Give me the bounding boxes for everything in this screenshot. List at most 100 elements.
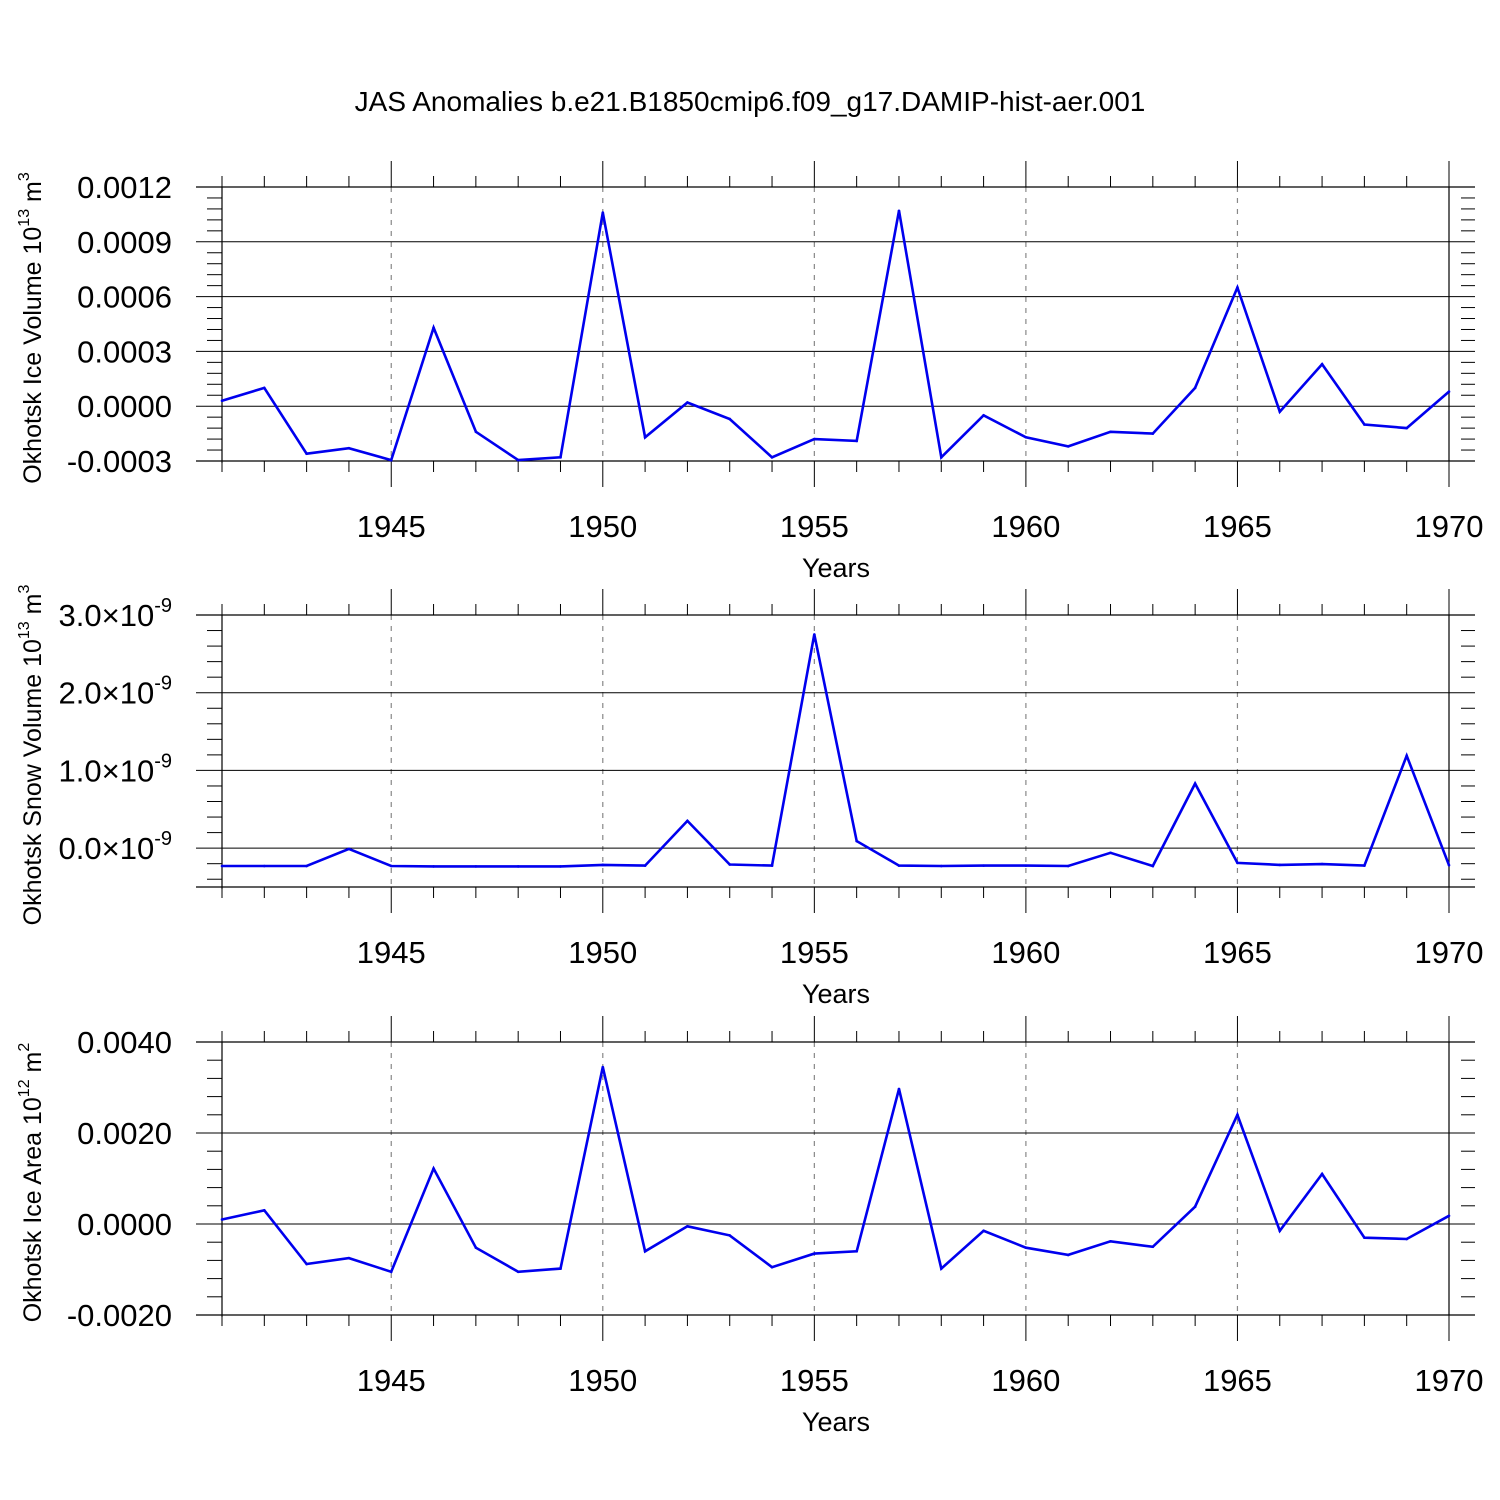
data-point [897, 1087, 901, 1091]
x-tick-label: 1965 [1203, 1363, 1272, 1398]
data-point [1024, 1246, 1028, 1249]
data-point [855, 1250, 858, 1253]
x-axis-label: Years [802, 553, 870, 583]
data-point [813, 633, 816, 636]
data-point [432, 326, 435, 329]
data-point [1278, 1229, 1282, 1233]
panel-1: -0.0003 0.0000 0.0003 0.0006 0.0009 0.0012 194… [16, 161, 1483, 583]
data-point [432, 865, 435, 868]
data-point [559, 456, 562, 459]
data-point [474, 865, 478, 868]
data-point [1320, 362, 1324, 366]
data-point [1151, 432, 1155, 435]
data-point [686, 819, 689, 823]
data-point [516, 1270, 520, 1274]
data-point [855, 439, 858, 443]
data-point [855, 839, 858, 843]
data-point [643, 864, 647, 867]
x-tick-label: 1960 [991, 935, 1060, 970]
data-point [305, 864, 308, 868]
y-axis-label: Okhotsk Ice Volume 1013 m3 [16, 172, 47, 484]
y-tick-label: 0.0009 [77, 225, 172, 260]
data-point [1320, 1172, 1324, 1176]
data-point [1236, 286, 1239, 289]
data-point [474, 430, 478, 434]
x-tick-label: 1955 [780, 935, 849, 970]
data-point [1236, 1113, 1239, 1117]
data-point [643, 435, 647, 439]
x-tick-label: 1965 [1203, 509, 1272, 544]
data-point [939, 1267, 943, 1270]
y-tick-label: 0.0000 [77, 1207, 172, 1242]
y-tick-label: 0.0003 [77, 334, 172, 369]
data-point [1024, 864, 1028, 867]
data-point [1066, 864, 1070, 868]
data-point [897, 209, 901, 213]
data-point [1193, 782, 1197, 785]
series-line [221, 1066, 1450, 1274]
data-point [220, 399, 224, 403]
data-point [770, 456, 774, 459]
y-tick-label: 3.0×10-9 [59, 595, 173, 633]
panel-2: 0.0×10-9 1.0×10-9 2.0×10-9 3.0×10-9 1945 1950… [16, 585, 1483, 1009]
x-tick-label: 1945 [357, 935, 426, 970]
data-point [1278, 410, 1282, 413]
y-tick-label: 0.0006 [77, 280, 172, 315]
data-point [770, 1265, 774, 1269]
data-point [1109, 430, 1112, 434]
x-tick-label: 1970 [1415, 935, 1484, 970]
data-point [474, 1246, 478, 1249]
data-point [770, 864, 774, 867]
data-point [728, 1234, 732, 1237]
x-tick-label: 1955 [780, 1363, 849, 1398]
data-point [1109, 851, 1112, 855]
data-point [1278, 863, 1282, 867]
data-point [389, 458, 393, 462]
x-tick-label: 1970 [1415, 1363, 1484, 1398]
data-point [1405, 1237, 1408, 1241]
x-tick-label: 1950 [568, 1363, 637, 1398]
x-tick-label: 1950 [568, 509, 637, 544]
data-point [1066, 1253, 1070, 1257]
data-point [897, 864, 901, 867]
y-axis-label: Okhotsk Snow Volume 1013 m3 [16, 585, 47, 926]
y-tick-label: 0.0×10-9 [59, 828, 173, 866]
data-point [305, 452, 308, 455]
data-point [1024, 435, 1028, 439]
data-point [347, 847, 351, 851]
data-point [1236, 861, 1239, 865]
data-point [263, 864, 266, 868]
y-tick-label: -0.0003 [67, 444, 172, 479]
data-point [1363, 1236, 1366, 1239]
y-tick-label: 0.0012 [77, 170, 172, 205]
data-point [1109, 1239, 1112, 1243]
data-point [643, 1250, 647, 1253]
y-tick-label: 2.0×10-9 [59, 673, 173, 711]
data-point [813, 1252, 816, 1255]
x-axis-label: Years [802, 1407, 870, 1437]
x-tick-label: 1960 [991, 509, 1060, 544]
panel-3: -0.0020 0.0000 0.0020 0.0040 1945 1950 1955 196… [16, 1016, 1483, 1437]
data-point [1363, 864, 1366, 867]
series-line [222, 634, 1451, 868]
data-point [347, 1256, 351, 1260]
data-point [601, 211, 605, 214]
data-point [220, 1218, 224, 1221]
data-point [1151, 1245, 1155, 1249]
data-point [516, 865, 520, 868]
data-point [728, 417, 732, 421]
x-axis-label: Years [802, 979, 870, 1009]
y-tick-label: 0.0020 [77, 1116, 172, 1151]
y-axis-label: Okhotsk Ice Area 1012 m2 [16, 1043, 47, 1323]
data-point [939, 864, 943, 868]
data-point [728, 863, 732, 866]
data-point [1151, 864, 1155, 868]
data-point [813, 437, 816, 441]
series-line [221, 210, 1450, 462]
data-point [389, 1270, 393, 1274]
data-point [601, 1065, 605, 1069]
data-point [263, 1209, 266, 1212]
x-tick-label: 1945 [357, 509, 426, 544]
chart-title: JAS Anomalies b.e21.B1850cmip6.f09_g17.D… [354, 86, 1146, 117]
